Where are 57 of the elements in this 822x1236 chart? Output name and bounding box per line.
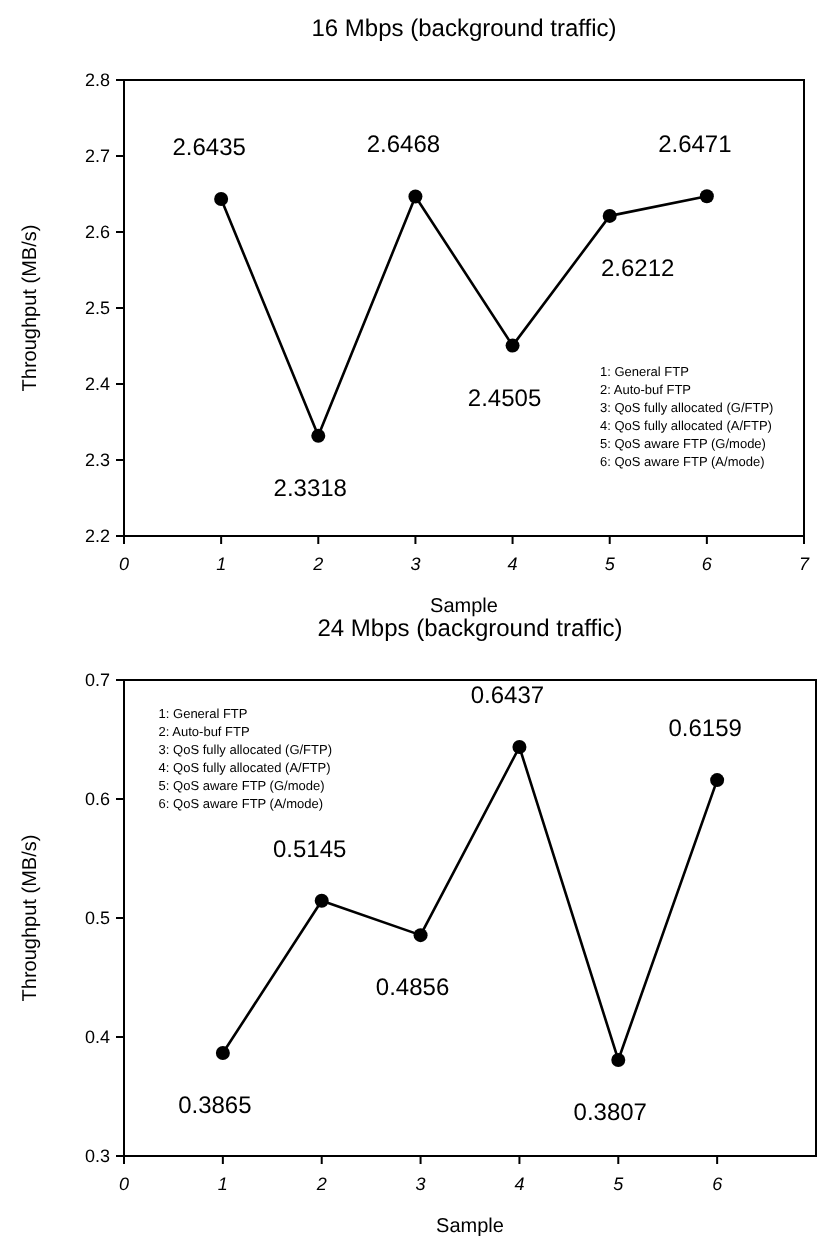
x-tick-label: 6 — [712, 1174, 723, 1194]
point — [408, 189, 423, 204]
chart-title: 24 Mbps (background traffic) — [317, 614, 623, 642]
x-tick-label: 0 — [118, 554, 130, 574]
x-tick-label: 2 — [311, 554, 324, 574]
x-tick-label: 4 — [507, 554, 518, 574]
y-tick-label: 2.6 — [84, 222, 110, 242]
point — [311, 428, 326, 443]
x-tick-label: 4 — [514, 1174, 525, 1194]
x-tick-label: 0 — [118, 1174, 130, 1194]
y-tick-label: 0.3 — [84, 1146, 110, 1166]
x-tick-label: 7 — [798, 554, 811, 574]
data-label: 0.4856 — [375, 973, 450, 1002]
data-label: 2.6471 — [658, 130, 733, 159]
data-label: 2.6212 — [601, 253, 676, 282]
chart-title: 16 Mbps (background traffic) — [311, 14, 617, 42]
y-tick-label: 0.6 — [84, 789, 110, 809]
y-tick-label: 2.7 — [84, 146, 110, 166]
y-axis-title: Throughput (MB/s) — [20, 834, 42, 1002]
point — [413, 928, 428, 943]
y-tick-label: 2.2 — [84, 526, 110, 546]
point — [512, 740, 527, 754]
x-tick-label: 5 — [613, 1174, 626, 1194]
point — [611, 1052, 626, 1067]
y-tick-label: 2.8 — [84, 70, 110, 90]
x-tick-label: 3 — [415, 1174, 426, 1194]
y-tick-label: 2.3 — [84, 450, 110, 470]
x-tick-label: 1 — [217, 1174, 228, 1194]
point — [214, 191, 229, 206]
data-label: 2.3318 — [273, 473, 348, 502]
point — [505, 338, 520, 353]
x-tick-label: 5 — [604, 554, 617, 574]
point — [710, 773, 725, 788]
x-axis-title: Sample — [436, 1216, 505, 1236]
data-label: 0.5145 — [273, 834, 348, 863]
x-tick-label: 6 — [701, 554, 712, 574]
data-label: 2.4505 — [467, 383, 542, 412]
x-tick-label: 1 — [216, 554, 227, 574]
y-tick-label: 0.4 — [84, 1027, 110, 1047]
y-tick-label: 2.4 — [84, 374, 110, 394]
x-tick-label: 3 — [410, 554, 421, 574]
y-tick-label: 0.5 — [84, 908, 110, 928]
data-label: 2.6468 — [366, 130, 441, 159]
x-tick-label: 2 — [314, 1174, 327, 1194]
y-tick-label: 0.7 — [84, 670, 110, 690]
data-label: 2.6435 — [172, 132, 247, 161]
y-tick-label: 2.5 — [84, 298, 110, 318]
data-label: 0.6437 — [470, 681, 545, 709]
point — [215, 1046, 230, 1061]
point — [602, 208, 617, 223]
y-axis-title: Throughput (MB/s) — [20, 224, 42, 392]
data-label: 0.3807 — [573, 1097, 648, 1126]
x-axis-title: Sample — [430, 596, 499, 618]
point — [699, 189, 714, 204]
data-label: 0.3865 — [178, 1091, 253, 1120]
data-label: 0.6159 — [668, 714, 743, 743]
point — [314, 893, 329, 908]
